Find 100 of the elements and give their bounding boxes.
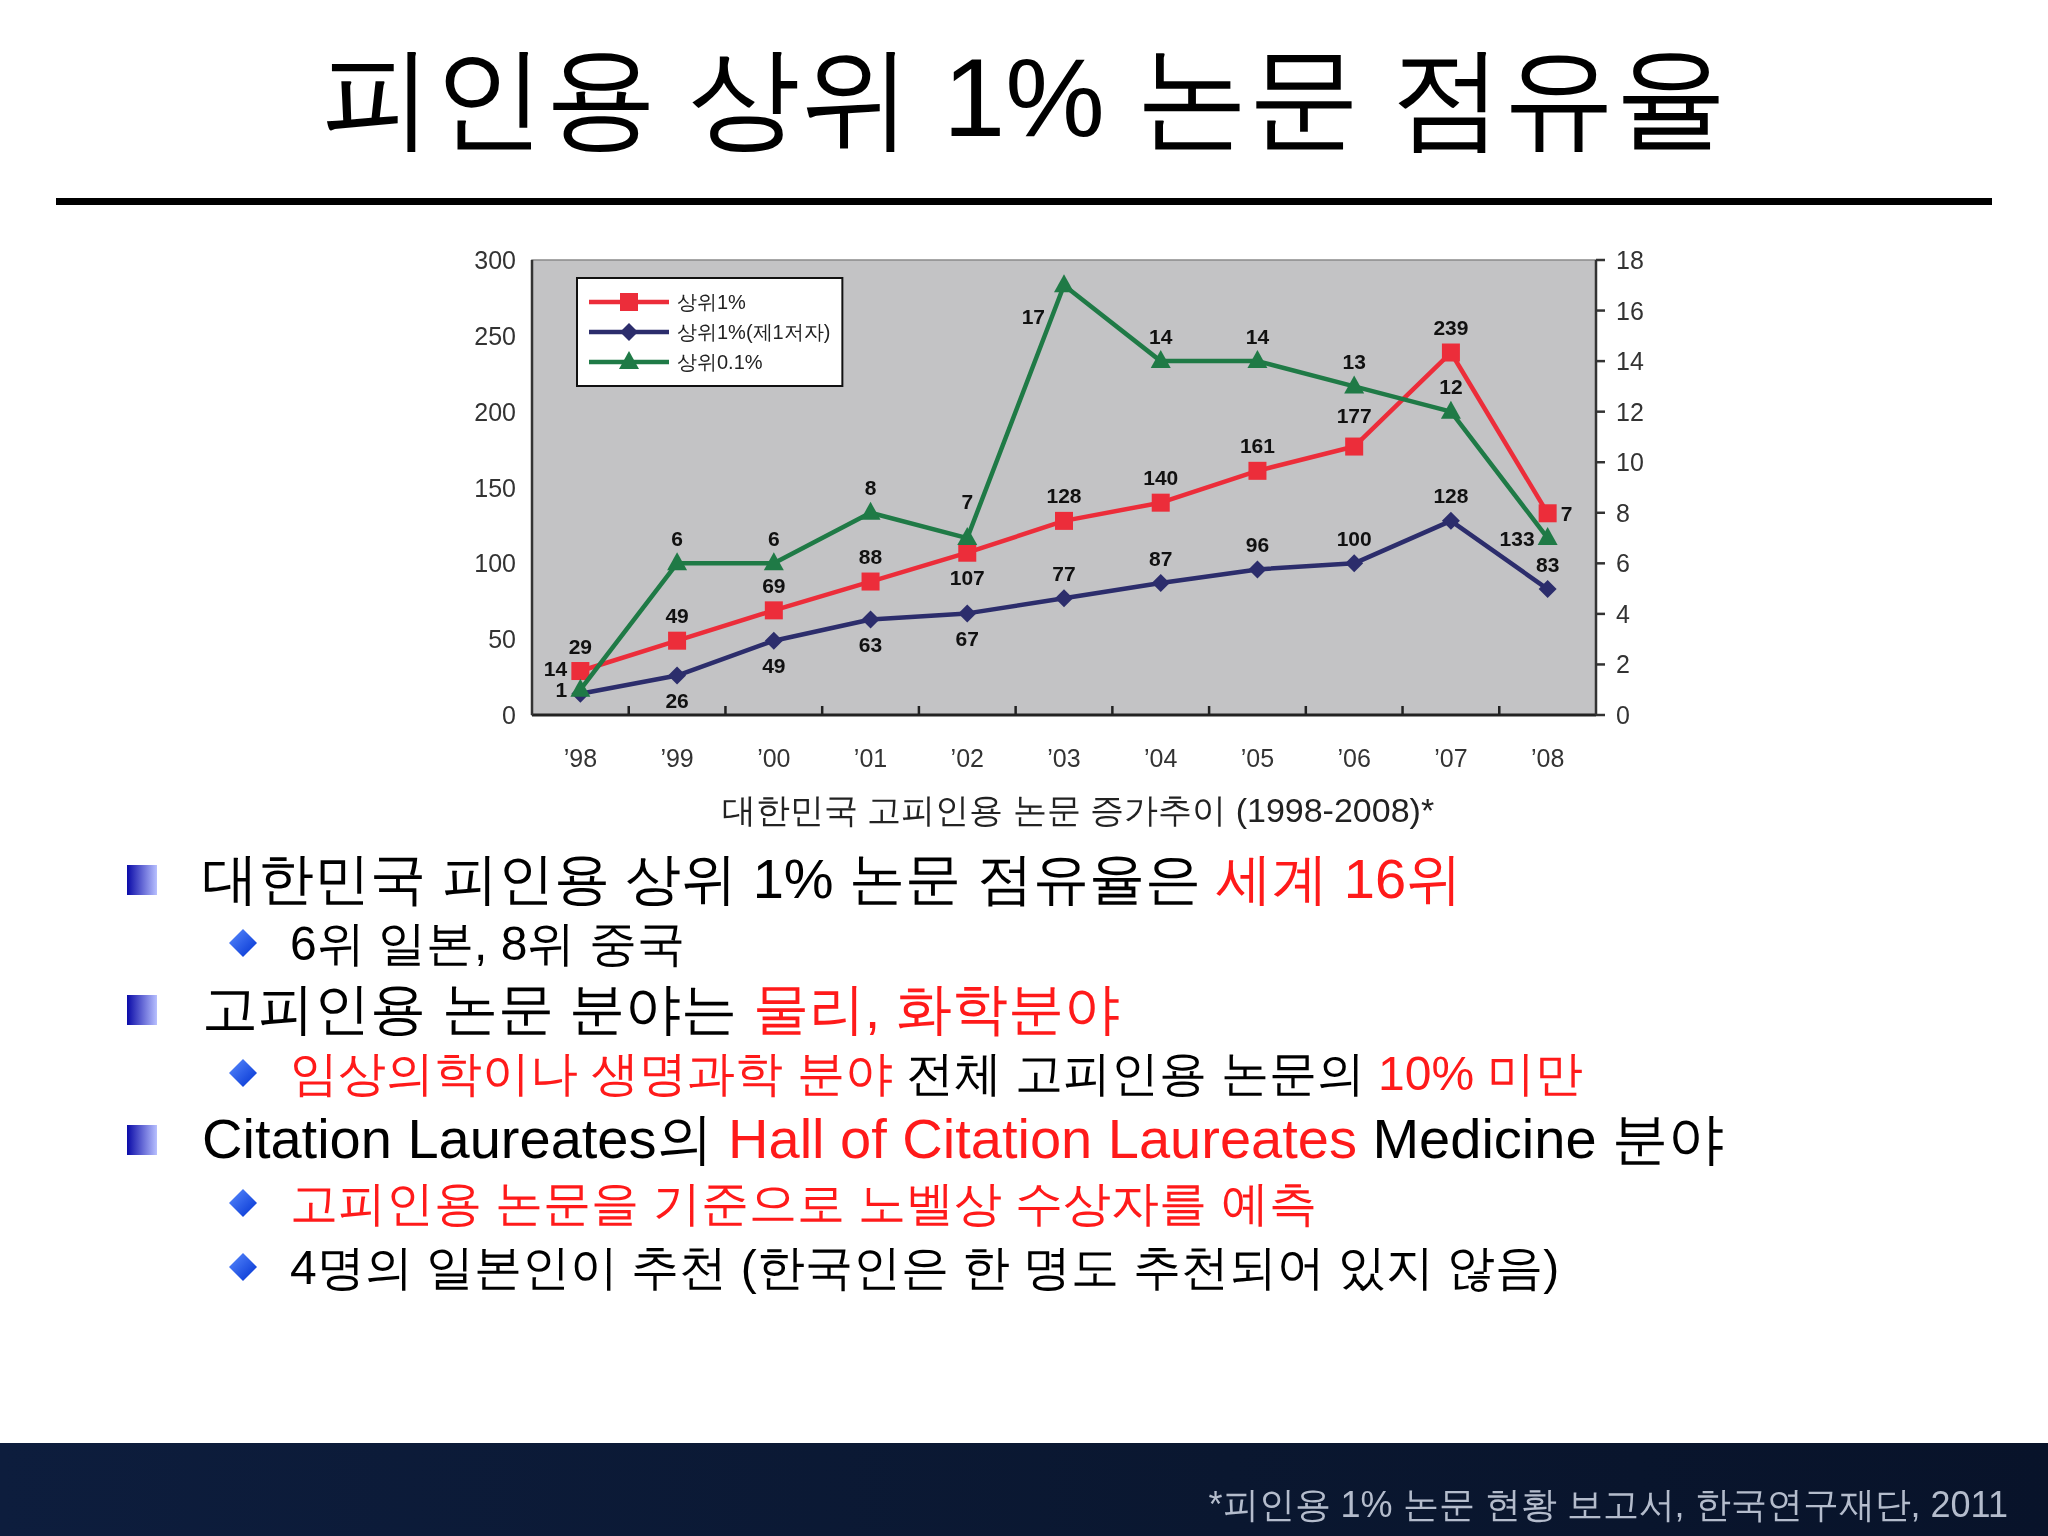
point	[958, 604, 977, 623]
data-label: 29	[568, 634, 593, 658]
legend-label: 상위1%(제1저자)	[677, 321, 831, 343]
data-label: 49	[665, 604, 689, 628]
y2-tick-label: 2	[1616, 650, 1630, 679]
y2-tick-label: 6	[1616, 549, 1630, 578]
text: 임상의학이나 생명과학 분야	[290, 1047, 893, 1100]
data-label: 100	[1336, 526, 1372, 550]
text: Medicine 분야	[1372, 1107, 1725, 1170]
x-tick-label: ’99	[660, 744, 694, 772]
point	[1537, 527, 1558, 546]
text: 고피인용 논문 분야는	[202, 977, 738, 1040]
data-label: 140	[1143, 466, 1179, 490]
chart-title: 피인용 상위 1% 논문 점유율	[319, 34, 1729, 162]
data-label: 177	[1336, 404, 1372, 428]
point	[667, 552, 688, 571]
point	[861, 610, 880, 629]
data-label: 17	[1021, 304, 1045, 328]
point	[571, 662, 590, 681]
x-tick-label: ’98	[563, 744, 598, 772]
point	[1054, 274, 1074, 293]
data-label: 107	[949, 566, 985, 590]
point	[668, 666, 687, 685]
point	[1345, 554, 1364, 573]
x-tick-label: ’02	[950, 744, 984, 772]
point	[668, 631, 687, 650]
text: Citation Laureates의	[202, 1107, 713, 1170]
text: 고피인용 논문을 기준으로 노벨상 수상자를 예측	[290, 1177, 1317, 1230]
point	[1055, 589, 1073, 608]
y2-tick-label: 18	[1616, 246, 1644, 274]
text: 대한민국 피인용 상위 1% 논문 점유율은	[202, 847, 1201, 910]
point	[957, 527, 978, 546]
data-label: 6	[767, 526, 780, 550]
x-tick-label: ’05	[1240, 744, 1275, 772]
data-label: 83	[1535, 552, 1560, 576]
data-label: 13	[1342, 349, 1366, 373]
point	[1440, 400, 1461, 419]
legend-label: 상위1%	[677, 291, 747, 313]
data-label: 1	[555, 678, 568, 702]
data-label: 161	[1239, 434, 1276, 458]
point	[1248, 560, 1267, 579]
text: 10% 미만	[1378, 1047, 1584, 1100]
x-tick-label: ’08	[1530, 744, 1565, 772]
y-tick-label: 0	[502, 701, 516, 729]
y-tick-label: 50	[488, 625, 516, 654]
y-tick-label: 100	[474, 549, 516, 578]
x-tick-label: ’07	[1434, 744, 1468, 772]
y2-tick-label: 8	[1616, 498, 1630, 527]
point	[764, 601, 783, 620]
point	[1248, 461, 1267, 480]
y-tick-label: 150	[474, 473, 516, 502]
y2-tick-label: 16	[1616, 296, 1644, 325]
text: 4명의 일본인이 추천 (한국인은 한 명도 추천되어 있지 않음)	[290, 1241, 1560, 1294]
data-label: 7	[961, 489, 974, 513]
x-tick-label: ’04	[1144, 744, 1178, 772]
text: 전체 고피인용 논문의	[906, 1047, 1365, 1100]
data-label: 128	[1433, 484, 1469, 508]
text: 대한민국 고피인용 논문 증가추이 (1998-2008)*	[720, 790, 1436, 831]
text: 6위 일본, 8위 중국	[290, 917, 685, 970]
data-label: 26	[665, 689, 689, 713]
legend-label: 상위0.1%	[677, 351, 763, 373]
point	[1151, 574, 1170, 593]
data-label: 14	[1245, 324, 1270, 348]
y2-tick-label: 10	[1616, 448, 1644, 477]
data-label: 133	[1499, 526, 1535, 550]
data-label: 14	[1149, 324, 1173, 348]
data-label: 63	[858, 632, 883, 656]
data-label: 77	[1052, 561, 1076, 585]
data-label: 6	[671, 526, 683, 550]
data-label: 128	[1046, 484, 1082, 508]
point	[958, 543, 977, 562]
text: Hall of Citation Laureates	[728, 1107, 1357, 1170]
point	[861, 572, 880, 591]
y-tick-label: 250	[474, 321, 516, 350]
point	[1055, 511, 1073, 530]
point	[1441, 343, 1460, 362]
point	[1441, 511, 1460, 530]
point	[764, 631, 783, 650]
data-label: 96	[1245, 532, 1270, 556]
point	[1247, 350, 1268, 369]
data-label: 8	[864, 476, 877, 500]
point	[570, 678, 591, 697]
y2-tick-label: 14	[1616, 347, 1644, 376]
text: 세계 16위	[1216, 847, 1463, 910]
data-label: 7	[1560, 501, 1573, 525]
point	[1538, 580, 1557, 599]
data-label: 14	[543, 657, 568, 681]
point	[763, 552, 784, 571]
data-label: 69	[762, 573, 786, 597]
x-tick-label: ’06	[1337, 744, 1371, 772]
x-tick-label: ’01	[853, 744, 888, 772]
text: *피인용 1% 논문 현황 보고서, 한국연구재단, 2011	[1208, 1483, 2008, 1527]
data-label: 87	[1149, 546, 1173, 570]
y2-tick-label: 0	[1616, 701, 1630, 729]
x-tick-label: ’03	[1047, 744, 1081, 772]
text: 물리, 화학분야	[752, 977, 1120, 1040]
data-label: 239	[1433, 316, 1469, 340]
y2-tick-label: 12	[1616, 397, 1644, 426]
point	[1344, 375, 1365, 394]
y-tick-label: 300	[474, 246, 516, 274]
